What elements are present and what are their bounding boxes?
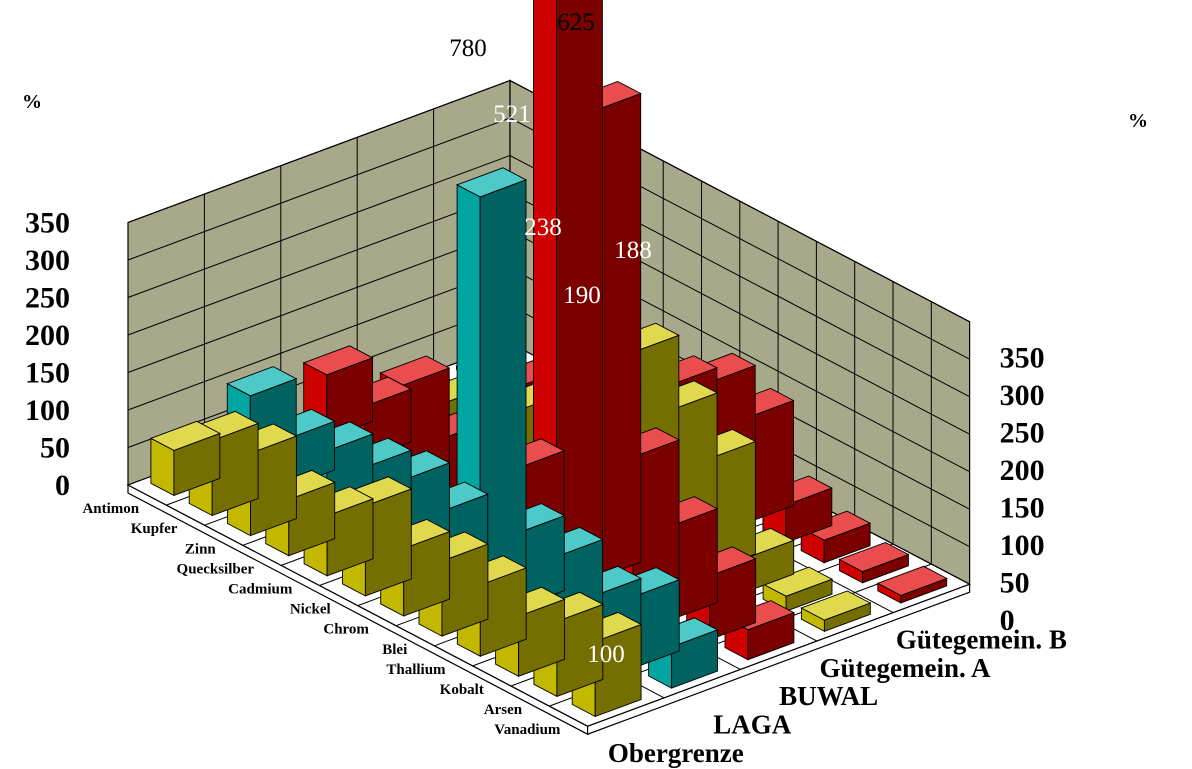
- y-unit-left: %: [22, 91, 42, 113]
- y-tick-label-left: 300: [25, 244, 70, 277]
- y-tick-label-right: 250: [1000, 417, 1045, 450]
- bar: [800, 590, 872, 633]
- y-tick-label-right: 0: [1000, 604, 1015, 637]
- category-label: Nickel: [290, 602, 331, 618]
- y-tick-label-right: 100: [1000, 529, 1045, 562]
- bar: [838, 542, 910, 584]
- bar-top-face: [838, 542, 910, 573]
- bar-top-face: [876, 565, 948, 596]
- category-label: Quecksilber: [177, 561, 255, 577]
- series-axis-label: Gütegemein. A: [820, 653, 991, 683]
- y-tick-label-right: 200: [1000, 454, 1045, 487]
- category-label: Vanadium: [494, 722, 561, 738]
- chart-bars: [149, 0, 948, 718]
- y-tick-label-left: 350: [25, 207, 70, 240]
- y-tick-label-left: 50: [40, 432, 70, 465]
- data-label: 188: [614, 237, 652, 264]
- y-tick-label-right: 150: [1000, 492, 1045, 525]
- data-label: 100: [587, 641, 625, 668]
- chart-text: 0 0 50 50 100 100 150 150 200 200 250 250 300 300 350 3…: [22, 9, 1148, 768]
- category-label: Blei: [382, 642, 407, 658]
- category-label: Cadmium: [228, 581, 293, 597]
- bar-top-face: [455, 167, 528, 198]
- category-label: Arsen: [484, 702, 523, 718]
- y-tick-label-right: 300: [1000, 379, 1045, 412]
- y-tick-label-right: 350: [1000, 342, 1045, 375]
- series-axis-label: Obergrenze: [608, 738, 744, 768]
- y-tick-label-right: 50: [1000, 567, 1030, 600]
- y-tick-label-left: 100: [25, 394, 70, 427]
- bar-top-face: [226, 366, 298, 397]
- bar-top-face: [149, 420, 221, 451]
- y-tick-label-left: 250: [25, 282, 70, 315]
- y-unit-right: %: [1128, 110, 1148, 132]
- category-label: Kobalt: [440, 682, 484, 698]
- data-label: 521: [493, 101, 531, 128]
- series-axis-label: BUWAL: [779, 681, 878, 711]
- data-label: 780: [449, 35, 487, 62]
- category-label: Kupfer: [131, 521, 178, 537]
- bar-top-face: [302, 345, 374, 376]
- bar-top-face: [800, 590, 872, 621]
- category-label: Chrom: [323, 622, 369, 638]
- bar: [800, 510, 872, 564]
- data-label: 238: [524, 214, 562, 241]
- category-label: Zinn: [185, 541, 217, 557]
- category-label: Thallium: [386, 662, 446, 678]
- data-label: 190: [563, 282, 601, 309]
- bar: [761, 566, 834, 612]
- data-label: 625: [557, 9, 595, 36]
- series-axis-label: Gütegemein. B: [896, 624, 1067, 654]
- series-axis-label: LAGA: [713, 710, 792, 740]
- bar: [876, 565, 948, 604]
- y-tick-label-left: 200: [25, 319, 70, 352]
- y-tick-label-left: 0: [55, 469, 70, 502]
- y-tick-label-left: 150: [25, 357, 70, 390]
- category-label: Antimon: [82, 501, 139, 517]
- bar: [149, 420, 221, 497]
